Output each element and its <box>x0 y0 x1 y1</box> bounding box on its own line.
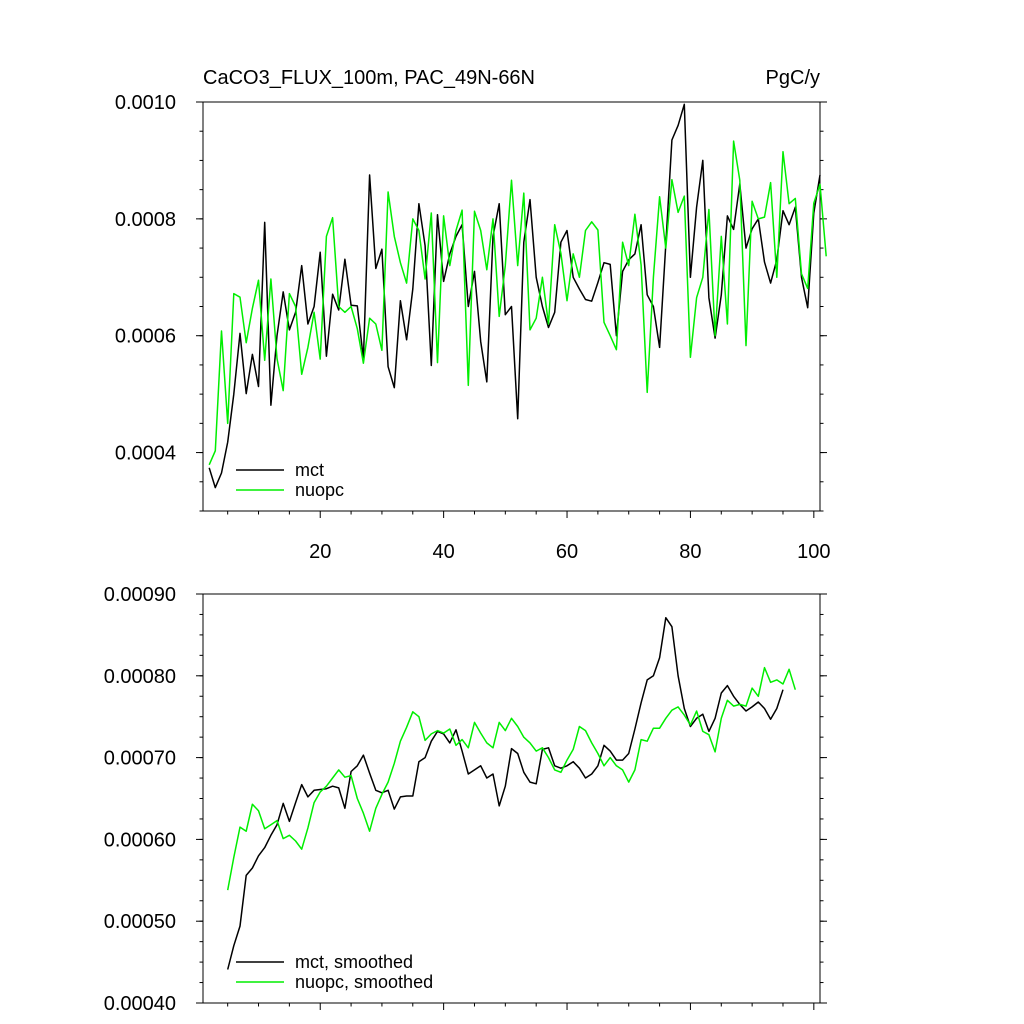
x-tick-label: 20 <box>309 541 331 563</box>
y-tick-label: 0.00090 <box>104 584 176 606</box>
series-line-mct-smoothed <box>226 616 784 970</box>
series-line-nuopc <box>208 140 827 466</box>
legend-label-mct-smoothed: mct, smoothed <box>295 952 413 972</box>
y-tick-label: 0.00060 <box>104 829 176 851</box>
y-tick-label: 0.0010 <box>115 92 176 114</box>
series-line-mct <box>208 103 821 489</box>
series-lines <box>226 616 797 970</box>
x-tick-label: 80 <box>679 541 701 563</box>
bottom-line-chart: 0.00040 0.00050 0.00060 0.00070 0.00080 0.000… <box>104 584 827 1015</box>
legend-label-nuopc: nuopc <box>295 480 344 500</box>
tick-group: 0.0004 0.0006 0.0008 0.0010 20 40 60 80 100 <box>115 92 831 563</box>
y-tick-label: 0.0008 <box>115 209 176 231</box>
series-lines <box>208 103 827 489</box>
top-line-chart: CaCO3_FLUX_100m, PAC_49N-66N PgC/y 0.000… <box>115 67 831 563</box>
tick-group: 0.00040 0.00050 0.00060 0.00070 0.00080 0.000… <box>104 584 827 1015</box>
y-tick-label: 0.00040 <box>104 993 176 1015</box>
legend: mct nuopc <box>236 460 344 500</box>
legend-label-mct: mct <box>295 460 324 480</box>
y-tick-label: 0.0006 <box>115 326 176 348</box>
y-tick-label: 0.00050 <box>104 911 176 933</box>
x-tick-label: 60 <box>556 541 578 563</box>
chart-title: CaCO3_FLUX_100m, PAC_49N-66N <box>203 67 535 89</box>
y-tick-label: 0.0004 <box>115 443 176 465</box>
y-tick-label: 0.00070 <box>104 748 176 770</box>
y-tick-label: 0.00080 <box>104 666 176 688</box>
legend-label-nuopc-smoothed: nuopc, smoothed <box>295 972 433 992</box>
units-label: PgC/y <box>766 67 820 89</box>
x-tick-label: 100 <box>797 541 830 563</box>
x-tick-label: 40 <box>433 541 455 563</box>
series-line-nuopc-smoothed <box>226 666 797 891</box>
legend: mct, smoothed nuopc, smoothed <box>236 952 433 992</box>
